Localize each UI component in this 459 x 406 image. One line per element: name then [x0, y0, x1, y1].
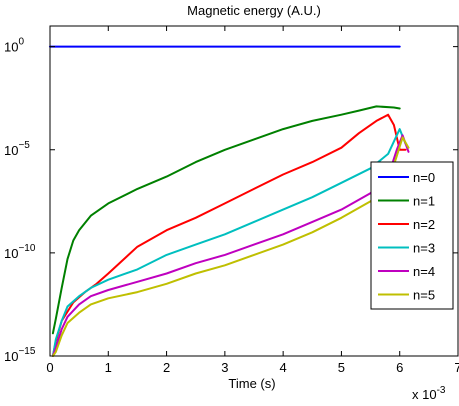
series-line-n=4	[51, 134, 410, 357]
series-line-n=5	[51, 136, 410, 357]
x-tick-label: 1	[105, 360, 112, 375]
legend-label: n=1	[413, 194, 435, 209]
legend-label: n=5	[413, 288, 435, 303]
chart-title: Magnetic energy (A.U.)	[187, 3, 321, 18]
x-tick-label: 6	[396, 360, 403, 375]
x-tick-label: 0	[46, 360, 53, 375]
x-axis-label: Time (s)	[228, 376, 275, 391]
x-axis: 0 1 2 3 4 5 6 7	[46, 26, 459, 375]
x-axis-multiplier-base: x 10	[412, 387, 437, 402]
legend: n=0 n=1 n=2 n=3 n=4 n=5	[370, 161, 454, 310]
x-tick-label: 5	[338, 360, 345, 375]
legend-label: n=4	[413, 264, 435, 279]
y-tick-label: 10−15	[4, 346, 36, 364]
y-tick-label: 10−10	[4, 243, 36, 261]
legend-label: n=2	[413, 217, 435, 232]
x-tick-label: 2	[163, 360, 170, 375]
legend-box	[370, 161, 454, 310]
x-axis-multiplier-exponent: -3	[437, 385, 446, 396]
legend-label: n=3	[413, 241, 435, 256]
plot-lines	[49, 45, 410, 357]
series-line-n=2	[51, 113, 407, 357]
y-axis: 100 10−5 10−10 10−15	[4, 37, 458, 364]
x-tick-label: 7	[454, 360, 459, 375]
plot-frame	[49, 25, 459, 357]
x-axis-multiplier: x 10-3	[412, 385, 446, 402]
series-line-n=1	[51, 105, 401, 335]
series-line-n=3	[51, 128, 407, 357]
x-tick-label: 3	[221, 360, 228, 375]
x-tick-label: 4	[280, 360, 287, 375]
legend-label: n=0	[413, 170, 435, 185]
y-tick-label: 100	[4, 37, 24, 55]
y-tick-label: 10−5	[4, 140, 30, 158]
